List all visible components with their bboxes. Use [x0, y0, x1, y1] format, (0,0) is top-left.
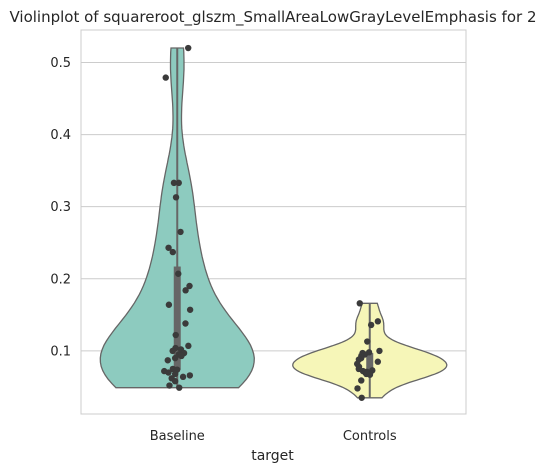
data-point: [182, 320, 189, 327]
x-axis-label: target: [251, 448, 294, 464]
data-point: [175, 270, 182, 277]
data-point: [185, 44, 192, 52]
data-point: [171, 370, 179, 378]
data-point: [374, 358, 382, 365]
chart-title: Violinplot of squareroot_glszm_SmallArea…: [9, 8, 537, 26]
data-point: [358, 377, 365, 384]
x-tick-label: Controls: [343, 429, 397, 444]
data-point: [177, 228, 184, 236]
data-point: [166, 382, 173, 389]
data-point: [171, 377, 179, 385]
data-point: [356, 300, 363, 307]
data-point: [176, 384, 183, 391]
data-point: [358, 394, 365, 401]
data-point: [182, 287, 189, 294]
data-point: [374, 318, 382, 325]
violin-box: [366, 353, 374, 374]
data-point: [185, 342, 192, 350]
data-point: [186, 372, 194, 379]
data-point: [165, 301, 173, 308]
data-point: [354, 385, 361, 392]
y-tick-label: 0.2: [50, 272, 71, 287]
data-point: [162, 74, 169, 81]
data-point: [170, 179, 178, 187]
y-tick-label: 0.3: [50, 200, 71, 215]
data-point: [169, 248, 177, 256]
data-point: [169, 347, 176, 355]
data-point: [364, 338, 371, 345]
data-point: [178, 352, 185, 360]
y-tick-label: 0.1: [50, 344, 71, 359]
data-point: [165, 244, 172, 251]
data-point: [179, 373, 187, 381]
data-point: [186, 282, 193, 290]
data-point: [165, 369, 172, 376]
data-point: [172, 331, 179, 339]
data-point: [186, 306, 194, 313]
data-point: [367, 321, 375, 329]
y-tick-label: 0.4: [50, 128, 71, 143]
data-point: [171, 354, 179, 362]
data-point: [164, 357, 171, 364]
data-point: [172, 194, 180, 201]
data-point: [376, 347, 383, 355]
violin-box: [173, 266, 181, 370]
x-tick-label: Baseline: [150, 429, 205, 444]
data-point: [175, 179, 182, 187]
data-point: [366, 371, 374, 378]
y-tick-label: 0.5: [50, 56, 71, 71]
